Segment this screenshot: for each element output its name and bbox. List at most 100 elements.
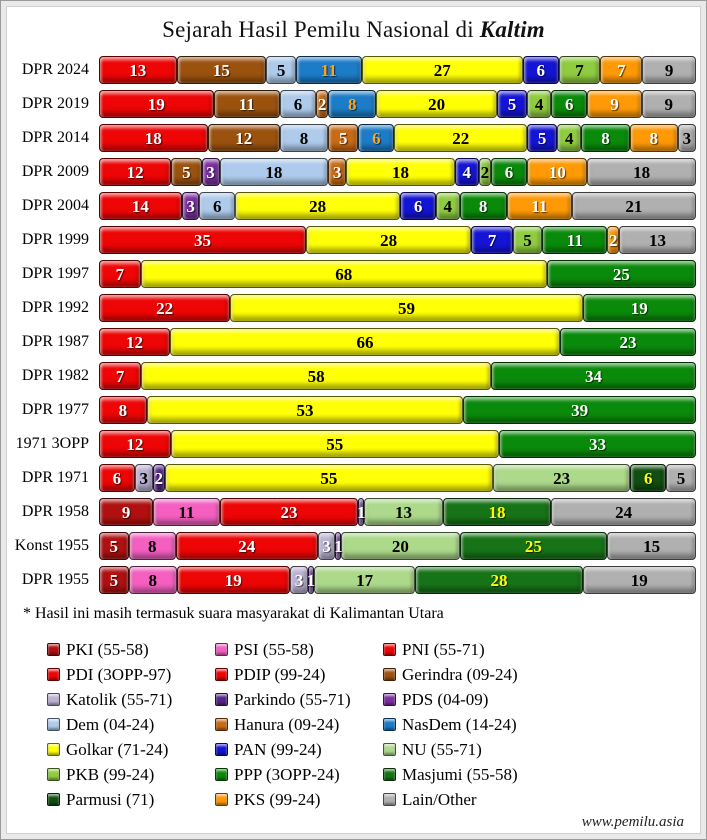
bar-segment-pks[interactable]: 7 — [600, 56, 643, 84]
bar-segment-pni[interactable]: 23 — [219, 498, 359, 526]
bar-segment-pdip[interactable]: 35 — [99, 226, 306, 254]
bar-segment-gerindra[interactable]: 12 — [207, 124, 280, 152]
bar-segment-ppp[interactable]: 23 — [560, 328, 696, 356]
bar-segment-pds[interactable]: 3 — [201, 158, 220, 186]
bar-segment-parkindo[interactable]: 2 — [152, 464, 165, 492]
legend-item-pkb[interactable]: PKB (99-24) — [47, 765, 215, 785]
bar-segment-hanura[interactable]: 3 — [328, 158, 347, 186]
bar-segment-ppp[interactable]: 25 — [546, 260, 696, 288]
bar-segment-nasdem[interactable]: 6 — [358, 124, 395, 152]
bar-segment-pdip[interactable]: 18 — [99, 124, 208, 152]
bar-segment-pan[interactable]: 4 — [454, 158, 479, 186]
bar-segment-pkb[interactable]: 4 — [557, 124, 582, 152]
bar-segment-dem[interactable]: 6 — [279, 90, 317, 118]
bar-segment-golkar[interactable]: 53 — [146, 396, 464, 424]
legend-item-lain[interactable]: Lain/Other — [383, 790, 694, 810]
bar-segment-pni[interactable]: 19 — [176, 566, 291, 594]
bar-segment-nasdem[interactable]: 8 — [328, 90, 377, 118]
bar-segment-dem[interactable]: 5 — [266, 56, 296, 84]
bar-segment-golkar[interactable]: 28 — [234, 192, 401, 220]
bar-segment-ppp[interactable]: 8 — [581, 124, 630, 152]
bar-segment-pki[interactable]: 5 — [99, 566, 129, 594]
legend-item-pdi[interactable]: PDI (3OPP-97) — [47, 665, 215, 685]
bar-segment-pni[interactable]: 6 — [99, 464, 135, 492]
bar-segment-pdi[interactable]: 12 — [99, 328, 170, 356]
bar-segment-lain[interactable]: 18 — [587, 158, 696, 186]
legend-item-hanura[interactable]: Hanura (09-24) — [215, 715, 383, 735]
bar-segment-pdip[interactable]: 19 — [99, 90, 214, 118]
bar-segment-nu[interactable]: 13 — [364, 498, 443, 526]
bar-segment-golkar[interactable]: 22 — [394, 124, 528, 152]
bar-segment-katolik[interactable]: 3 — [290, 566, 308, 594]
bar-segment-dem[interactable]: 18 — [219, 158, 329, 186]
bar-segment-pdi[interactable]: 7 — [99, 362, 142, 390]
bar-segment-pan[interactable]: 7 — [471, 226, 513, 254]
bar-segment-ppp[interactable]: 39 — [463, 396, 696, 424]
legend-item-katolik[interactable]: Katolik (55-71) — [47, 690, 215, 710]
bar-segment-pni[interactable]: 24 — [175, 532, 318, 560]
bar-segment-hanura[interactable]: 2 — [316, 90, 329, 118]
bar-segment-lain[interactable]: 9 — [642, 56, 696, 84]
website-link[interactable]: www.pemilu.asia — [581, 814, 684, 830]
bar-segment-dem[interactable]: 8 — [279, 124, 329, 152]
bar-segment-pdip[interactable]: 14 — [99, 192, 182, 220]
bar-segment-pds[interactable]: 3 — [181, 192, 200, 220]
bar-segment-psi[interactable]: 11 — [153, 498, 220, 526]
legend-item-pdip[interactable]: PDIP (99-24) — [215, 665, 383, 685]
bar-segment-pki[interactable]: 9 — [99, 498, 154, 526]
bar-segment-ppp[interactable]: 6 — [551, 90, 588, 118]
legend-item-dem[interactable]: Dem (04-24) — [47, 715, 215, 735]
bar-segment-ppp[interactable]: 34 — [490, 362, 696, 390]
legend-item-psi[interactable]: PSI (55-58) — [215, 640, 383, 660]
bar-segment-lain[interactable]: 24 — [551, 498, 696, 526]
bar-segment-gerindra[interactable]: 15 — [176, 56, 267, 84]
bar-segment-pks[interactable]: 9 — [587, 90, 642, 118]
bar-segment-psi[interactable]: 8 — [128, 566, 177, 594]
bar-segment-hanura[interactable]: 5 — [328, 124, 359, 152]
bar-segment-pan[interactable]: 5 — [496, 90, 528, 118]
bar-segment-pan[interactable]: 6 — [522, 56, 559, 84]
bar-segment-lain[interactable]: 15 — [607, 532, 696, 560]
bar-segment-pks[interactable]: 11 — [506, 192, 572, 220]
bar-segment-pdip[interactable]: 12 — [99, 158, 172, 186]
bar-segment-ppp[interactable]: 11 — [542, 226, 608, 254]
bar-segment-lain[interactable]: 9 — [641, 90, 696, 118]
legend-item-pan[interactable]: PAN (99-24) — [215, 740, 383, 760]
legend-item-nasdem[interactable]: NasDem (14-24) — [383, 715, 694, 735]
bar-segment-golkar[interactable]: 27 — [361, 56, 523, 84]
bar-segment-nasdem[interactable]: 11 — [296, 56, 362, 84]
bar-segment-ppp[interactable]: 8 — [459, 192, 507, 220]
bar-segment-lain[interactable]: 21 — [571, 192, 696, 220]
bar-segment-lain[interactable]: 13 — [619, 226, 696, 254]
bar-segment-parkindo[interactable]: 1 — [307, 566, 315, 594]
legend-item-masjumi[interactable]: Masjumi (55-58) — [383, 765, 694, 785]
bar-segment-pkb[interactable]: 4 — [435, 192, 460, 220]
bar-segment-pks[interactable]: 10 — [527, 158, 588, 186]
legend-item-pds[interactable]: PDS (04-09) — [383, 690, 694, 710]
bar-segment-pdi[interactable]: 7 — [99, 260, 141, 288]
bar-segment-lain[interactable]: 5 — [666, 464, 696, 492]
bar-segment-katolik[interactable]: 3 — [134, 464, 153, 492]
bar-segment-pdi[interactable]: 12 — [99, 430, 171, 458]
bar-segment-golkar[interactable]: 68 — [140, 260, 547, 288]
bar-segment-gerindra[interactable]: 11 — [213, 90, 280, 118]
legend-item-nu[interactable]: NU (55-71) — [383, 740, 694, 760]
bar-segment-masjumi[interactable]: 25 — [459, 532, 608, 560]
bar-segment-pdi[interactable]: 8 — [99, 396, 147, 424]
bar-segment-parmusi[interactable]: 6 — [630, 464, 667, 492]
bar-segment-pki[interactable]: 5 — [99, 532, 129, 560]
bar-segment-lain[interactable]: 19 — [582, 566, 696, 594]
bar-segment-pdip[interactable]: 13 — [99, 56, 177, 84]
bar-segment-pks[interactable]: 2 — [607, 226, 620, 254]
bar-segment-parkindo[interactable]: 1 — [357, 498, 366, 526]
bar-segment-parkindo[interactable]: 1 — [334, 532, 343, 560]
bar-segment-golkar[interactable]: 58 — [141, 362, 491, 390]
bar-segment-masjumi[interactable]: 28 — [415, 566, 583, 594]
bar-segment-golkar[interactable]: 18 — [346, 158, 455, 186]
bar-segment-pks[interactable]: 8 — [629, 124, 678, 152]
bar-segment-lain[interactable]: 3 — [677, 124, 696, 152]
legend-item-pni[interactable]: PNI (55-71) — [383, 640, 694, 660]
bar-segment-masjumi[interactable]: 18 — [442, 498, 552, 526]
bar-segment-pkb[interactable]: 7 — [558, 56, 601, 84]
bar-segment-pkb[interactable]: 4 — [527, 90, 552, 118]
